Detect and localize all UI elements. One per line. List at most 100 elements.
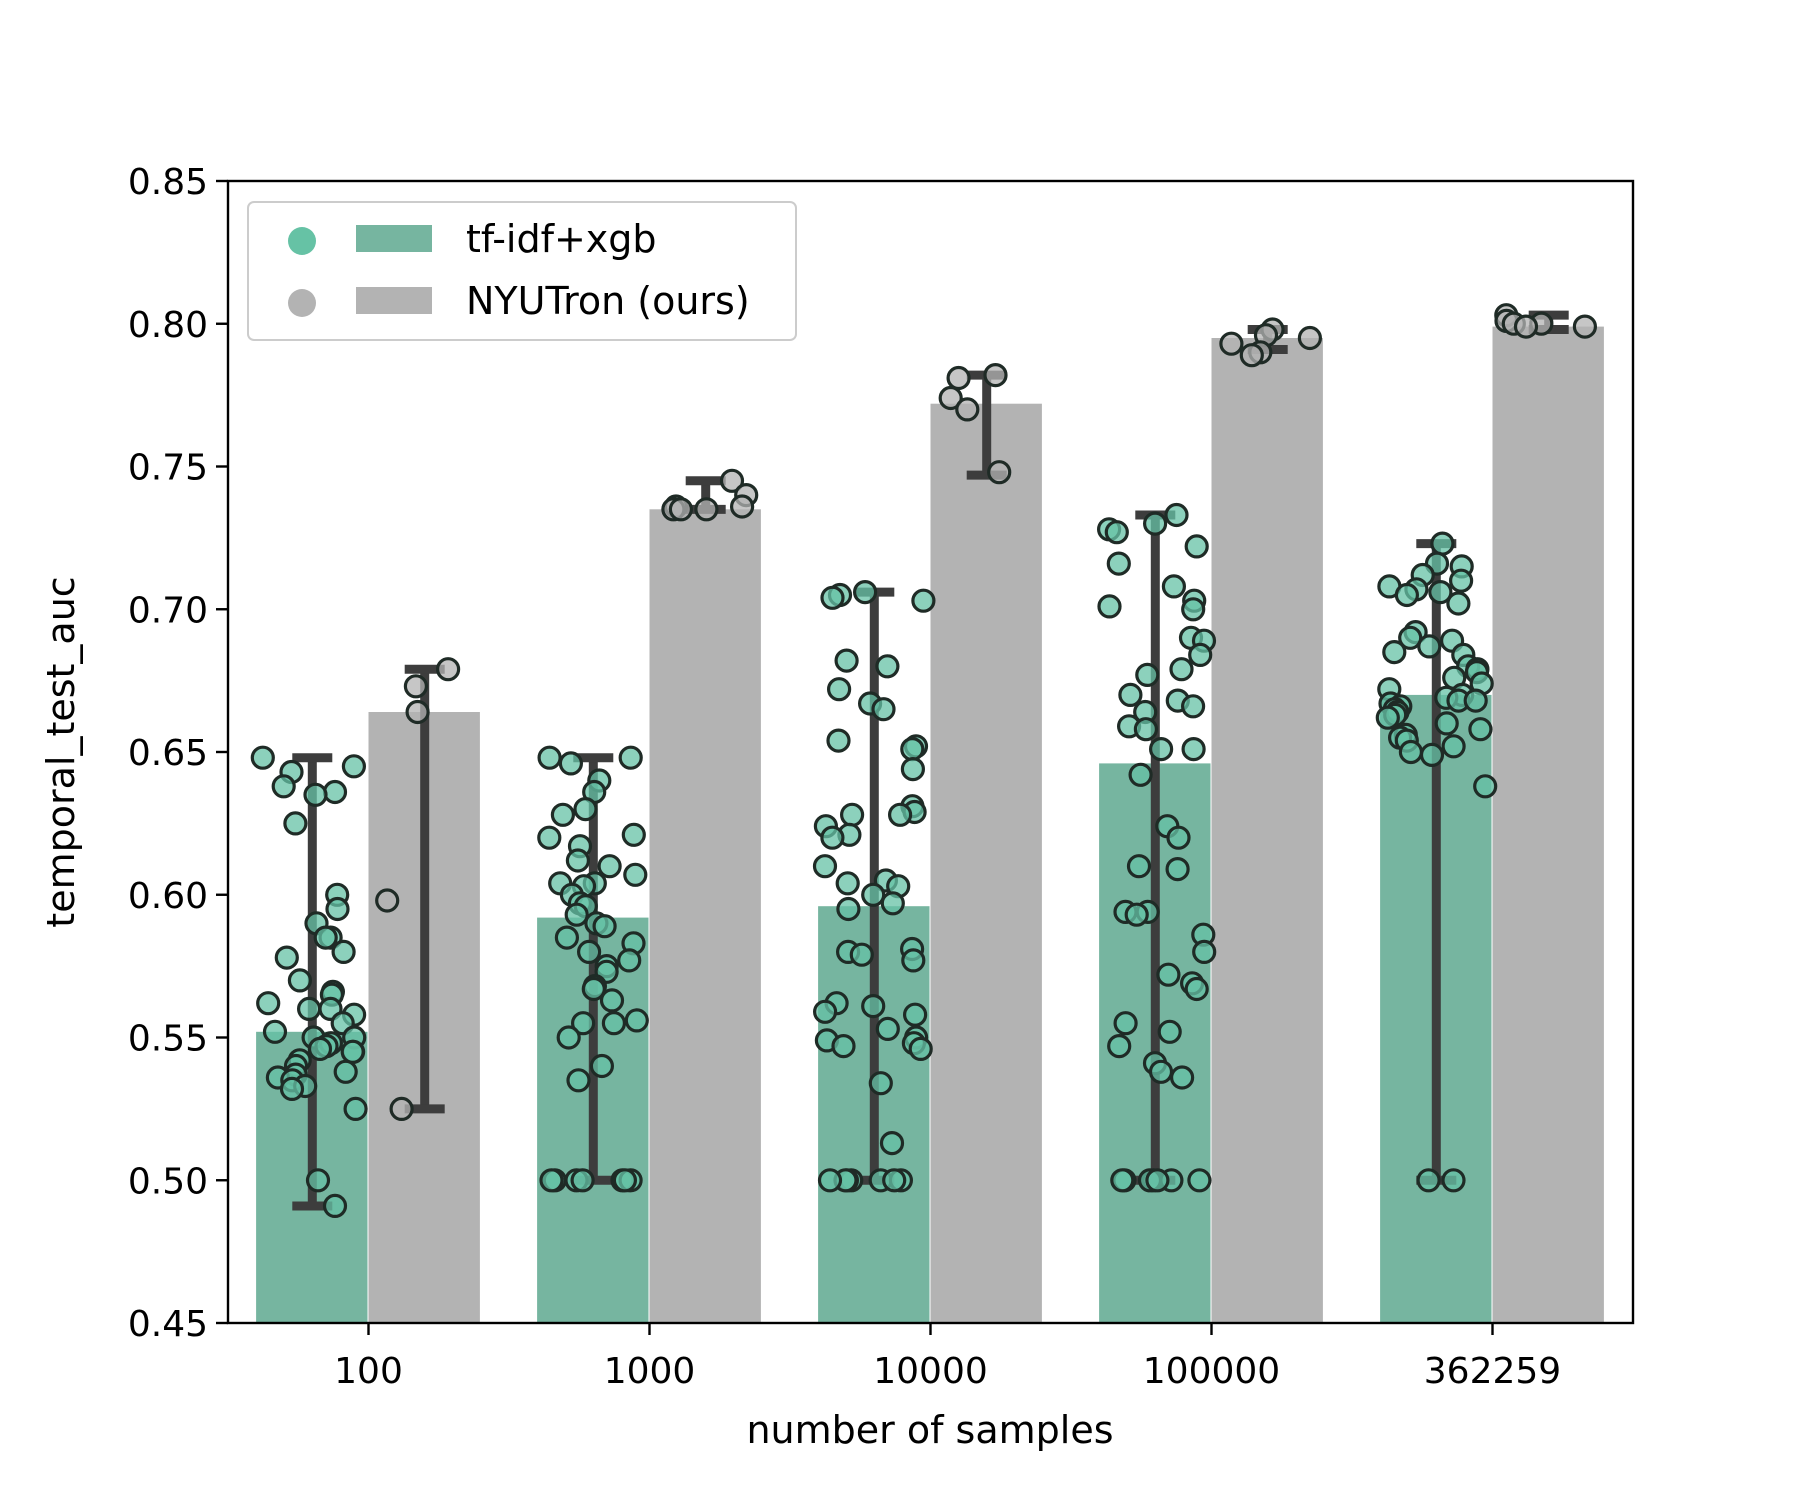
data-point-0-0-37 [279,1076,305,1102]
y-axis: 0.45 0.50 0.55 0.60 0.65 0.70 0.75 0.80 0.85 [128,162,228,1345]
data-point-1-2-0 [983,363,1008,388]
legend-swatch-series-1 [356,287,432,314]
data-point-0-4-39 [1419,742,1445,768]
data-point-0-0-0 [250,745,275,770]
data-point-0-4-4 [1448,568,1474,593]
data-point-0-4-25 [1463,688,1488,713]
data-point-0-1-31 [624,1008,649,1033]
data-point-0-0-22 [262,1019,288,1044]
data-point-0-1-2 [558,751,584,776]
data-point-1-3-2 [1297,325,1323,351]
data-point-0-0-6 [283,811,308,836]
data-point-1-3-3 [1219,331,1244,356]
data-point-0-3-6 [1161,574,1187,599]
data-point-0-0-4 [322,779,348,805]
data-point-0-4-7 [1428,579,1453,605]
data-point-1-0-3 [375,888,400,913]
data-point-0-3-3 [1104,520,1129,545]
data-point-0-4-40 [1473,774,1498,799]
data-point-0-3-14 [1135,662,1160,688]
data-point-0-0-17 [256,991,281,1016]
data-point-0-3-36 [1113,1011,1138,1036]
data-point-0-1-24 [576,939,602,965]
data-point-0-2-4 [834,648,859,673]
x-tick-label-0: 100 [334,1351,403,1392]
data-point-0-2-29 [849,942,874,967]
data-point-0-3-40 [1148,1059,1174,1084]
data-point-0-3-48 [1145,1168,1170,1193]
data-point-0-0-14 [287,968,312,993]
data-point-0-1-5 [573,796,598,822]
data-point-0-2-6 [826,677,852,702]
data-point-0-3-13 [1169,657,1194,682]
data-point-1-4-4 [1513,314,1539,339]
data-point-0-3-30 [1124,902,1149,927]
data-point-1-1-6 [668,497,694,522]
data-point-0-2-47 [817,1168,843,1193]
data-point-0-3-35 [1184,976,1209,1002]
data-point-0-3-38 [1107,1033,1132,1059]
data-point-0-2-41 [868,1071,893,1096]
data-point-0-4-14 [1382,639,1407,665]
data-point-0-2-16 [839,802,865,827]
data-point-0-3-25 [1166,825,1191,850]
data-point-0-0-32 [333,1059,358,1084]
data-point-0-3-42 [1187,1168,1212,1193]
data-point-0-2-42 [879,1130,905,1156]
data-point-0-2-22 [835,871,860,896]
y-tick-label-3: 0.60 [128,876,208,917]
data-point-1-2-2 [938,385,963,411]
data-point-0-3-26 [1126,854,1152,879]
data-point-0-3-22 [1148,736,1174,762]
data-point-0-1-30 [599,988,625,1013]
data-point-0-1-1 [537,745,562,770]
x-tick-label-2: 10000 [873,1351,988,1392]
legend-marker-series-0 [288,227,316,255]
legend-marker-series-1 [288,289,316,317]
x-tick-label-4: 362259 [1424,1351,1561,1392]
data-point-0-3-21 [1181,736,1206,762]
data-point-0-4-8 [1394,582,1420,608]
data-point-0-2-34 [902,1002,928,1027]
data-point-0-3-23 [1128,762,1153,787]
data-point-0-1-22 [554,925,580,950]
data-point-1-1-4 [694,497,719,522]
y-tick-label-1: 0.50 [128,1161,208,1202]
data-point-0-0-27 [307,1036,333,1062]
data-point-0-2-19 [820,825,845,850]
data-point-0-1-21 [592,914,617,939]
data-point-0-0-3 [271,774,296,799]
data-point-0-4-9 [1446,591,1471,616]
data-point-1-4-5 [1572,314,1598,339]
data-point-0-4-31 [1375,705,1400,730]
data-point-0-3-8 [1097,594,1122,619]
data-point-0-3-37 [1157,1019,1182,1044]
data-point-0-4-33 [1468,717,1493,742]
y-tick-label-6: 0.75 [128,448,208,489]
data-point-0-1-33 [601,1011,627,1036]
data-point-0-0-19 [297,996,322,1022]
data-point-0-4-37 [1441,734,1466,759]
data-point-0-3-20 [1133,717,1159,742]
data-point-0-2-2 [820,585,845,610]
data-point-0-2-49 [882,1168,907,1193]
data-point-0-2-15 [887,802,913,827]
y-tick-label-7: 0.80 [128,305,208,346]
points-layer [250,303,1598,1219]
bar-1-2 [930,403,1042,1323]
data-point-0-1-6 [550,802,576,827]
data-point-0-0-38 [343,1096,368,1122]
data-point-0-3-15 [1118,682,1143,708]
data-point-0-2-40 [908,1036,933,1062]
x-axis-label: number of samples [746,1408,1113,1452]
data-point-0-2-20 [812,854,838,879]
data-point-0-0-40 [322,1193,348,1219]
data-point-0-1-38 [570,1168,595,1193]
legend-swatch-series-0 [356,225,432,252]
data-point-0-0-12 [331,939,356,965]
data-point-1-1-0 [719,468,745,493]
data-point-0-0-8 [325,896,350,922]
data-point-1-2-4 [987,460,1012,485]
data-point-0-3-27 [1165,856,1190,882]
legend-label-series-0: tf-idf+xgb [466,217,657,261]
